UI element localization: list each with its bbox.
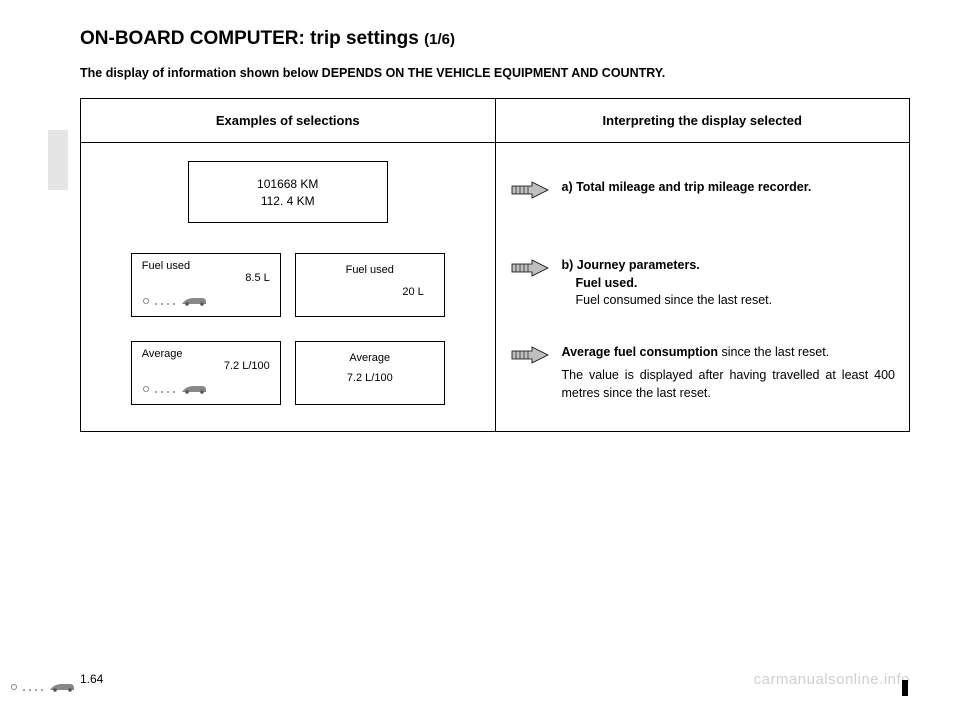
side-tab: [48, 130, 68, 190]
interpret-cell: a) Total mileage and trip mileage record…: [495, 143, 910, 432]
avg-b-value: 7.2 L/100: [306, 372, 434, 384]
avg-row: Average 7.2 L/100 Average: [95, 341, 481, 405]
title-main: ON-BOARD COMPUTER: trip settings: [80, 28, 424, 49]
page-number: 1.64: [80, 672, 103, 686]
desc-fuel-b2: Fuel used.: [576, 276, 638, 290]
avg-a-value: 7.2 L/100: [142, 360, 270, 372]
display-avg-a: Average 7.2 L/100: [131, 341, 281, 405]
mileage-trip: 112. 4 KM: [189, 193, 387, 210]
avg-b-label: Average: [306, 352, 434, 364]
avg-a-label: Average: [142, 348, 270, 360]
subtitle: The display of information shown below D…: [80, 66, 910, 80]
car-icon: [142, 383, 212, 398]
fuel-a-label: Fuel used: [142, 260, 270, 272]
fuel-row: Fuel used 8.5 L Fuel used: [95, 253, 481, 317]
desc-avg-t2: The value is displayed after having trav…: [562, 368, 896, 400]
desc-fuel-b3: Fuel consumed since the last reset.: [562, 292, 896, 310]
display-mileage: 101668 KM 112. 4 KM: [188, 161, 388, 223]
examples-cell: 101668 KM 112. 4 KM Fuel used 8.5 L: [81, 143, 496, 432]
desc-avg-b1: Average fuel consumption: [562, 345, 719, 359]
watermark: carmanualsonline.info: [754, 671, 910, 688]
car-icon: [10, 681, 80, 696]
arrow-icon: [510, 181, 550, 199]
display-fuel-b: Fuel used 20 L: [295, 253, 445, 317]
arrow-icon: [510, 259, 550, 277]
desc-mileage-text: a) Total mileage and trip mileage record…: [562, 180, 812, 194]
desc-fuel: b) Journey parameters. Fuel used. Fuel c…: [562, 257, 896, 310]
arrow-icon: [510, 346, 550, 364]
desc-fuel-b1: b) Journey parameters.: [562, 258, 700, 272]
desc-mileage: a) Total mileage and trip mileage record…: [562, 179, 896, 197]
title-counter: (1/6): [424, 31, 455, 48]
fuel-a-value: 8.5 L: [142, 272, 270, 284]
display-fuel-a: Fuel used 8.5 L: [131, 253, 281, 317]
desc-avg: Average fuel consumption since the last …: [562, 344, 896, 403]
desc-avg-t1: since the last reset.: [718, 345, 829, 359]
display-avg-b: Average 7.2 L/100: [295, 341, 445, 405]
car-icon: [142, 295, 212, 310]
col-header-interpret: Interpreting the display selected: [495, 99, 910, 143]
desc-row-fuel: b) Journey parameters. Fuel used. Fuel c…: [510, 257, 896, 310]
fuel-b-label: Fuel used: [306, 264, 434, 276]
fuel-b-value: 20 L: [306, 286, 434, 298]
page-title: ON-BOARD COMPUTER: trip settings (1/6): [80, 28, 910, 50]
desc-row-mileage: a) Total mileage and trip mileage record…: [510, 179, 896, 199]
mileage-total: 101668 KM: [189, 176, 387, 193]
col-header-examples: Examples of selections: [81, 99, 496, 143]
crop-mark: [902, 680, 908, 696]
settings-table: Examples of selections Interpreting the …: [80, 98, 910, 432]
desc-row-avg: Average fuel consumption since the last …: [510, 344, 896, 403]
